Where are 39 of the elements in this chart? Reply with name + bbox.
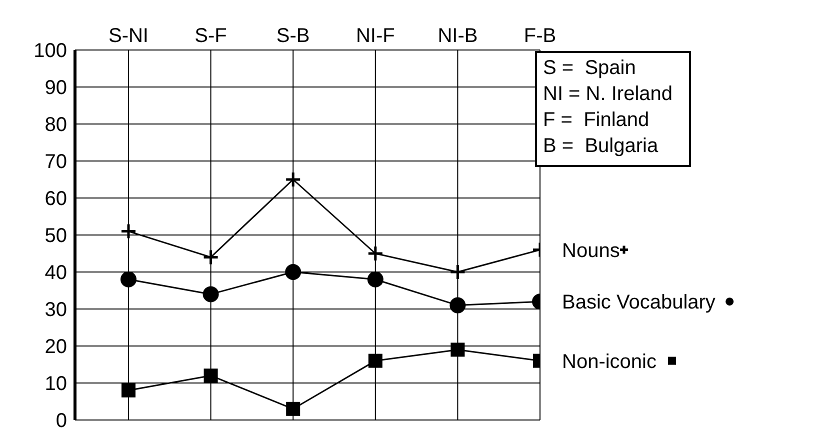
y-tick-label: 90 [44, 77, 67, 100]
text: B = Bulgaria [543, 134, 660, 159]
point [202, 286, 219, 302]
text: F = Finland [543, 108, 650, 133]
point [449, 264, 466, 280]
text: S = Spain [543, 56, 637, 81]
legend-label: Basic Vocabulary [562, 292, 716, 314]
x-tick-label: F-B [524, 25, 556, 47]
point [450, 297, 466, 314]
point [284, 171, 302, 188]
y-tick-label: 40 [44, 262, 67, 284]
y-tick-label: 20 [44, 336, 67, 358]
x-tick-label: S-NI [108, 25, 148, 47]
y-tick-label: 60 [44, 188, 67, 210]
point [120, 271, 136, 288]
point [367, 271, 384, 288]
x-tick-label: NI-B [438, 25, 478, 47]
point [285, 264, 302, 280]
point [202, 248, 220, 266]
point [204, 368, 218, 383]
point [450, 342, 465, 357]
point [120, 223, 137, 240]
y-tick-label: 10 [44, 373, 67, 396]
point [286, 402, 300, 416]
legend-label: Nouns [562, 240, 620, 262]
y-tick-label: 80 [44, 114, 67, 136]
x-tick-label: S-B [276, 25, 310, 47]
x-tick-label: NI-F [356, 25, 395, 47]
point [367, 245, 384, 262]
y-tick-label: 0 [56, 410, 67, 432]
y-tick-label: 70 [44, 151, 67, 174]
y-tick-label: 30 [44, 299, 67, 322]
point [368, 354, 382, 368]
y-tick-label: 100 [34, 40, 67, 62]
point [121, 383, 136, 398]
text: NI = N. Ireland [543, 82, 673, 107]
y-tick-label: 50 [44, 225, 67, 248]
x-tick-label: S-F [194, 25, 227, 47]
legend-label: Non-iconic [562, 350, 656, 373]
